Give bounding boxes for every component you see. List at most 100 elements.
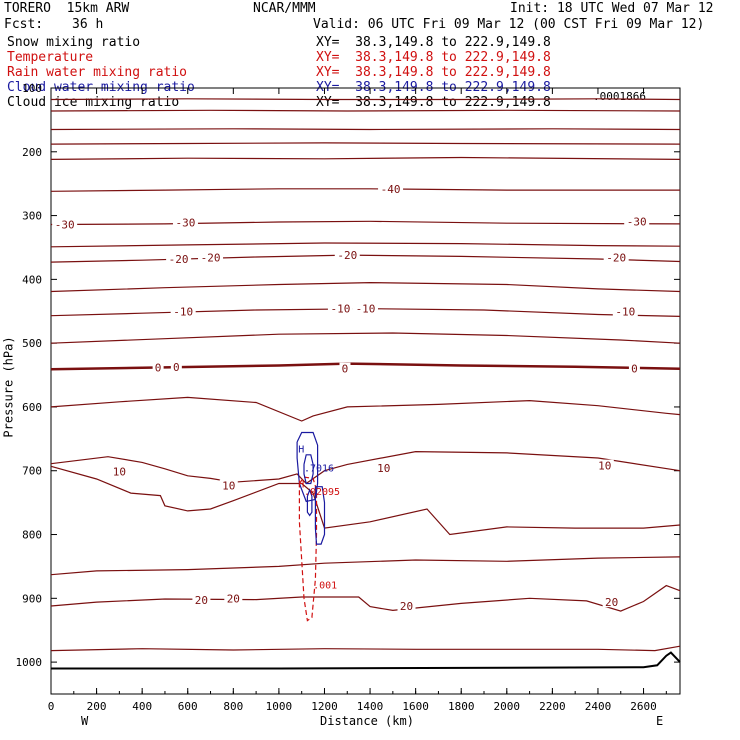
isotherm-line	[50, 220, 681, 226]
legend-rain: Rain water mixing ratio	[7, 65, 188, 80]
isotherm-line	[50, 396, 681, 422]
isotherm-label-bg	[52, 218, 78, 230]
x-tick-label: 1600	[402, 700, 429, 713]
isotherm-label: -20	[201, 252, 221, 265]
isotherm-label: -20	[337, 249, 357, 262]
center-title: NCAR/MMM	[253, 1, 316, 16]
isotherm-label-bg	[374, 462, 393, 474]
isotherm-label-bg	[353, 302, 378, 314]
isotherm-label-bg	[224, 592, 243, 604]
isotherm-label-bg	[339, 362, 351, 374]
isotherm-line	[50, 450, 681, 485]
plot-frame	[50, 87, 681, 695]
y-tick-label: 100	[22, 82, 42, 95]
isotherm-label-bg	[624, 215, 650, 227]
y-tick-label: 800	[22, 529, 42, 542]
isotherm-label: -30	[55, 219, 75, 232]
init-time: Init: 18 UTC Wed 07 Mar 12	[510, 1, 714, 16]
isotherm-label-bg	[110, 465, 129, 477]
isotherm-label: 0	[631, 363, 638, 376]
isotherm-label: -30	[176, 217, 196, 230]
isotherm-label: 20	[195, 594, 208, 607]
forecast-hours: 36 h	[72, 17, 104, 32]
isotherm-label: 20	[605, 596, 618, 609]
isotherm-label-bg	[602, 596, 621, 608]
x-axis-label: Distance (km)	[320, 714, 414, 728]
isotherm-line	[50, 242, 681, 248]
isotherm-label-bg	[170, 360, 182, 372]
y-tick-label: 700	[22, 465, 42, 478]
y-tick-label: 400	[22, 273, 42, 286]
isotherm-line	[50, 109, 681, 112]
isotherm-label: 0	[173, 361, 180, 374]
isotherm-label-bg	[327, 302, 353, 314]
isotherm-label-bg	[172, 216, 198, 228]
rain-contour	[298, 476, 318, 622]
isotherm-label: -10	[330, 303, 350, 316]
isotherm-line	[50, 156, 681, 160]
legend-temperature: Temperature	[7, 50, 94, 65]
isotherm-label-bg	[170, 305, 196, 317]
y-tick-label: 600	[22, 401, 42, 414]
isotherm-label: 20	[227, 592, 240, 605]
max-value-label: .0001866	[593, 90, 646, 103]
isotherm-line	[50, 645, 681, 652]
valid-time: Valid: 06 UTC Fri 09 Mar 12 (00 CST Fri …	[313, 17, 705, 32]
isotherm-line	[50, 254, 681, 263]
isotherm-label-bg	[397, 599, 416, 611]
forecast-label: Fcst:	[4, 17, 44, 32]
isotherm-label: -10	[615, 305, 635, 318]
isotherm-label-bg	[603, 251, 629, 263]
isotherm-label: -30	[627, 215, 647, 228]
isotherm-label: 20	[400, 600, 413, 613]
isotherm-label: 10	[377, 462, 390, 475]
isotherm-label: -20	[606, 252, 626, 265]
isotherm-line	[50, 188, 680, 192]
cloud-water-label: .7016	[304, 464, 334, 475]
isotherm-line	[50, 465, 681, 536]
isotherm-label: 0	[155, 361, 162, 374]
x-tick-label: 2400	[585, 700, 612, 713]
isotherm-line	[50, 142, 681, 145]
y-tick-label: 200	[22, 146, 42, 159]
isotherm-label: -10	[356, 303, 376, 316]
x-tick-label: 2200	[539, 700, 566, 713]
isotherm-line	[50, 362, 681, 371]
east-label: E	[656, 714, 664, 728]
isotherm-line	[50, 98, 681, 101]
isotherm-label-bg	[152, 361, 164, 373]
isotherm-label-bg	[612, 305, 638, 317]
x-tick-label: 0	[48, 700, 55, 713]
cloud-water-contour	[314, 486, 326, 545]
x-tick-label: 400	[132, 700, 152, 713]
rain-label: H	[298, 479, 304, 490]
isotherm-line	[50, 128, 681, 131]
xy-snow: XY= 38.3,149.8 to 222.9,149.8	[316, 35, 551, 50]
isotherm-label: 10	[222, 479, 235, 492]
isotherm-label-bg	[219, 479, 238, 491]
x-tick-label: 600	[178, 700, 198, 713]
y-tick-label: 1000	[16, 656, 43, 669]
cloud-water-label: H	[298, 444, 304, 455]
legend-snow: Snow mixing ratio	[7, 35, 141, 50]
isotherm-label-bg	[378, 182, 404, 194]
isotherm-line	[50, 332, 681, 344]
isotherm-label-bg	[628, 362, 640, 374]
terrain-line	[51, 651, 681, 670]
isotherm-label-bg	[198, 251, 224, 263]
isotherm-line	[50, 556, 681, 576]
x-tick-label: 1000	[266, 700, 293, 713]
x-tick-label: 800	[223, 700, 243, 713]
isotherm-line	[50, 584, 681, 612]
cloud-water-contour	[296, 431, 319, 503]
isotherm-label: -10	[173, 305, 193, 318]
model-title: TORERO 15km ARW	[4, 1, 130, 16]
y-tick-label: 500	[22, 337, 42, 350]
x-tick-label: 200	[87, 700, 107, 713]
x-tick-label: 1400	[357, 700, 384, 713]
west-label: W	[81, 714, 89, 728]
y-tick-label: 900	[22, 592, 42, 605]
isotherm-label-bg	[334, 249, 360, 261]
y-tick-label: 300	[22, 210, 42, 223]
